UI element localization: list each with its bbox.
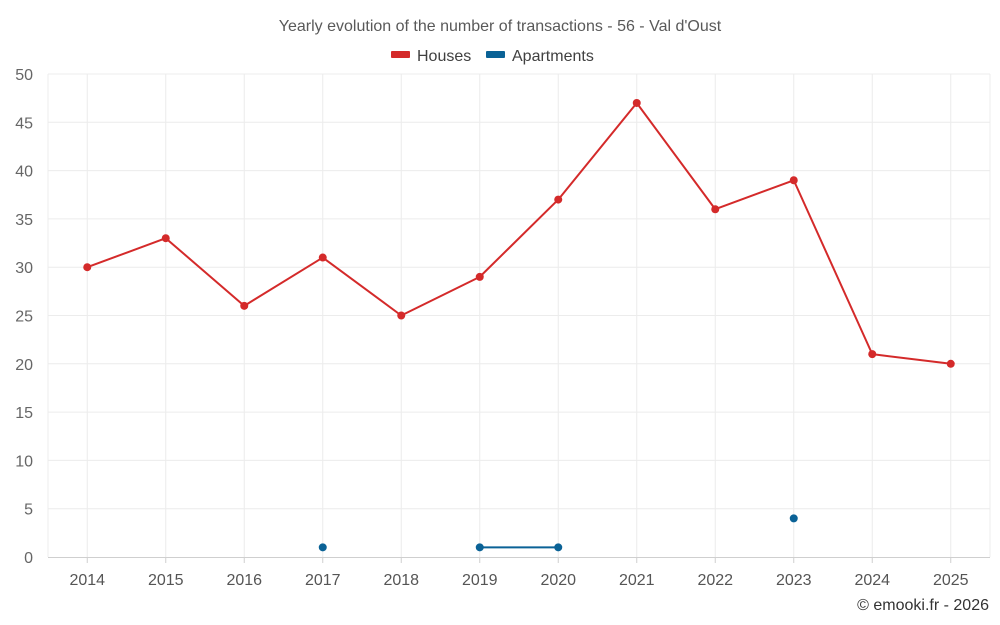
- x-tick-label: 2018: [383, 572, 419, 589]
- y-tick-label: 30: [15, 260, 33, 277]
- legend-item-houses[interactable]: Houses: [391, 48, 471, 65]
- y-tick-label: 45: [15, 115, 33, 132]
- data-point-apartments-2020[interactable]: [554, 543, 563, 552]
- credit-text: © emooki.fr - 2026: [857, 597, 989, 614]
- series-houses: [83, 98, 955, 368]
- x-tick-label: 2023: [776, 572, 812, 589]
- y-tick-label: 50: [15, 67, 33, 84]
- legend-swatch-houses: [391, 51, 410, 58]
- y-tick-label: 5: [24, 502, 33, 519]
- data-point-apartments-2023[interactable]: [789, 514, 798, 523]
- x-tick-label: 2019: [462, 572, 498, 589]
- x-tick-label: 2016: [226, 572, 262, 589]
- x-axis-ticks: 2014 2015 2016 2017 2018 2019 2020 2021 2022 2023…: [69, 557, 969, 589]
- x-tick-label: 2015: [148, 572, 184, 589]
- data-point-houses-2018[interactable]: [397, 311, 406, 320]
- legend: Houses Apartments: [391, 48, 594, 65]
- data-point-houses-2020[interactable]: [554, 195, 563, 204]
- x-tick-label: 2017: [305, 572, 341, 589]
- y-tick-label: 35: [15, 212, 33, 229]
- x-tick-label: 2021: [619, 572, 655, 589]
- series-apartments: [318, 514, 798, 552]
- data-point-houses-2021[interactable]: [632, 98, 641, 107]
- y-tick-label: 15: [15, 405, 33, 422]
- x-tick-label: 2020: [540, 572, 576, 589]
- x-tick-label: 2014: [69, 572, 105, 589]
- data-point-apartments-2017[interactable]: [318, 543, 327, 552]
- data-point-houses-2023[interactable]: [789, 176, 798, 185]
- x-tick-label: 2025: [933, 572, 969, 589]
- data-point-apartments-2019[interactable]: [475, 543, 484, 552]
- data-point-houses-2017[interactable]: [318, 253, 327, 262]
- y-tick-label: 40: [15, 164, 33, 181]
- data-point-houses-2015[interactable]: [161, 234, 170, 243]
- y-axis-ticks: 0 5 10 15 20 25 30 35 40 45 50: [15, 67, 33, 567]
- series-line-houses: [86, 101, 951, 365]
- grid: [47, 73, 991, 558]
- chart-title: Yearly evolution of the number of transa…: [279, 18, 722, 35]
- data-point-houses-2014[interactable]: [83, 263, 92, 272]
- data-point-houses-2016[interactable]: [240, 301, 249, 310]
- y-tick-label: 25: [15, 309, 33, 326]
- series: [83, 98, 955, 552]
- y-tick-label: 0: [24, 550, 33, 567]
- data-point-houses-2024[interactable]: [868, 350, 877, 359]
- x-tick-label: 2024: [854, 572, 890, 589]
- data-point-houses-2025[interactable]: [946, 359, 955, 368]
- legend-item-apartments[interactable]: Apartments: [486, 48, 594, 65]
- y-tick-label: 10: [15, 453, 33, 470]
- legend-label-apartments: Apartments: [512, 48, 594, 65]
- legend-label-houses: Houses: [417, 48, 471, 65]
- y-tick-label: 20: [15, 357, 33, 374]
- x-tick-label: 2022: [697, 572, 733, 589]
- data-point-houses-2019[interactable]: [475, 272, 484, 281]
- legend-swatch-apartments: [486, 51, 505, 58]
- data-point-houses-2022[interactable]: [711, 205, 720, 214]
